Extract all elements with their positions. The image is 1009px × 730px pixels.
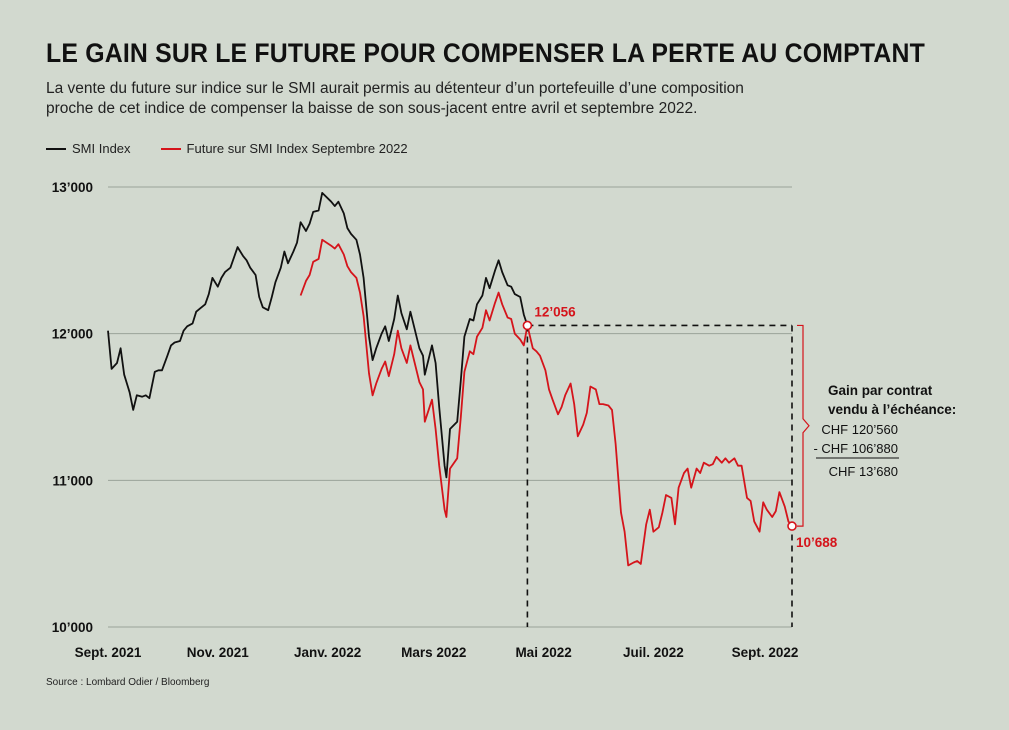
series-line-future: [299, 238, 793, 567]
gain-result: CHF 13’680: [829, 464, 898, 479]
legend-swatch-future: [160, 147, 181, 150]
legend-label-smi: SMI Index: [72, 141, 131, 156]
x-tick-label: Juil. 2022: [623, 645, 684, 660]
x-tick-label: Mai 2022: [515, 645, 571, 660]
legend-swatch-smi: [46, 147, 66, 150]
source-note: Source : Lombard Odier / Bloomberg: [46, 677, 210, 688]
page-title: LE GAIN SUR LE FUTURE POUR COMPENSER LA …: [46, 38, 926, 68]
end-value-label: 10’688: [796, 535, 838, 550]
x-axis-ticks: Sept. 2021 Nov. 2021 Janv. 2022 Mars 2022 Ma…: [75, 645, 799, 660]
x-tick-label: Nov. 2021: [187, 645, 250, 660]
page-subtitle: La vente du future sur indice sur le SMI…: [46, 80, 744, 117]
x-tick-label: Sept. 2022: [732, 645, 799, 660]
legend-label-future: Future sur SMI Index Septembre 2022: [186, 141, 408, 156]
y-tick-label: 12’000: [52, 327, 93, 342]
x-tick-label: Sept. 2021: [75, 645, 142, 660]
gain-bracket: [797, 324, 810, 527]
start-marker: [522, 320, 533, 331]
y-tick-label: 11’000: [52, 473, 93, 488]
legend-item-future: Future sur SMI Index Septembre 2022: [160, 141, 408, 156]
chart-legend: SMI Index Future sur SMI Index Septembre…: [46, 141, 408, 156]
gain-title-line1: Gain par contrat: [828, 383, 933, 398]
start-value-label: 12’056: [534, 304, 576, 319]
gain-title-line2: vendu à l’échéance:: [828, 402, 956, 417]
series-line-smi: [107, 191, 529, 479]
series-lines: [107, 191, 793, 567]
end-marker: [787, 521, 797, 531]
y-axis-ticks: 10’000 11’000 12’000 13’000: [52, 180, 93, 635]
x-tick-label: Mars 2022: [401, 645, 466, 660]
chart-annotations: 12’056 10’688 Gain par contrat vendu à l’éc…: [522, 304, 956, 627]
x-tick-label: Janv. 2022: [294, 645, 361, 660]
gain-line2: - CHF 106’880: [813, 441, 898, 456]
legend-item-smi: SMI Index: [46, 141, 131, 156]
y-tick-label: 13’000: [52, 180, 93, 195]
y-tick-label: 10’000: [52, 620, 93, 635]
gain-line1: CHF 120’560: [821, 422, 898, 437]
grid-lines: [108, 186, 792, 628]
